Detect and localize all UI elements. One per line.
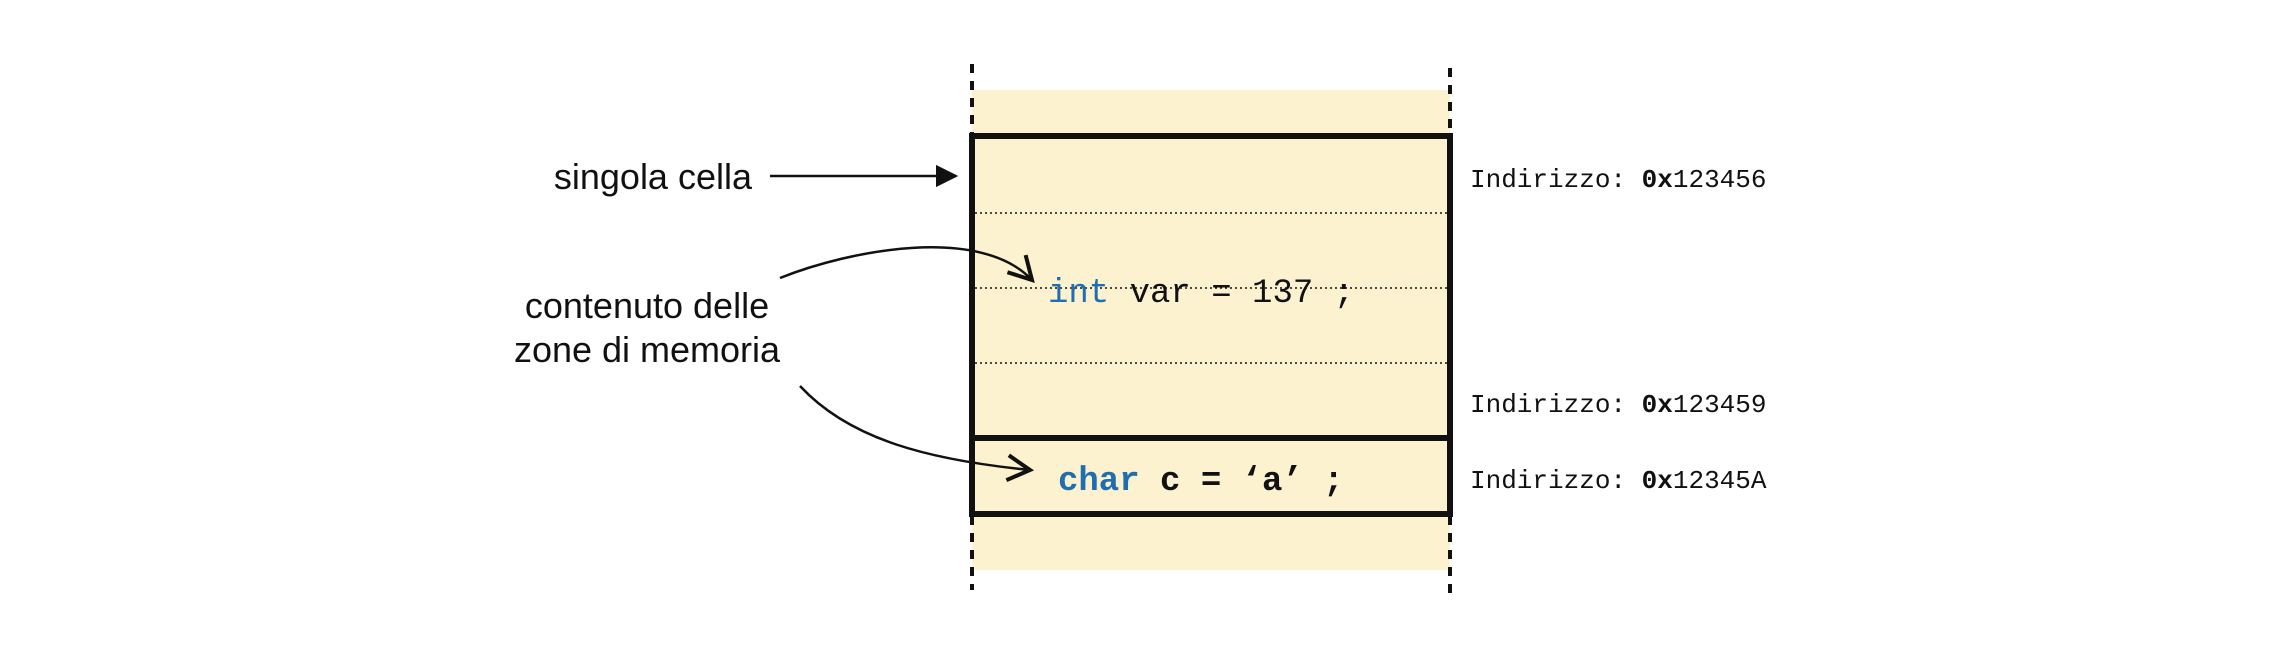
memory-background	[972, 90, 1450, 570]
char-declaration-rest: c = ‘a’ ;	[1140, 463, 1344, 501]
int-keyword: int	[1048, 275, 1109, 313]
char-memory-block	[969, 435, 1453, 517]
single-cell-label: singola cella	[554, 156, 753, 197]
int-declaration-rest: var = 137 ;	[1109, 275, 1354, 313]
address-label: Indirizzo: 0x123459	[1470, 390, 1766, 420]
int-declaration: int var = 137 ;	[1048, 275, 1354, 313]
address-label: Indirizzo: 0x123456	[1470, 165, 1766, 195]
char-declaration: char c = ‘a’ ;	[1058, 463, 1344, 501]
content-arrow-int	[779, 246, 1035, 283]
char-keyword: char	[1058, 463, 1140, 501]
content-label-line2: zone di memoria	[514, 329, 781, 370]
address-label: Indirizzo: 0x12345A	[1470, 466, 1767, 496]
content-arrow-char	[799, 385, 1035, 483]
content-label-line1: contenuto delle	[525, 285, 769, 326]
